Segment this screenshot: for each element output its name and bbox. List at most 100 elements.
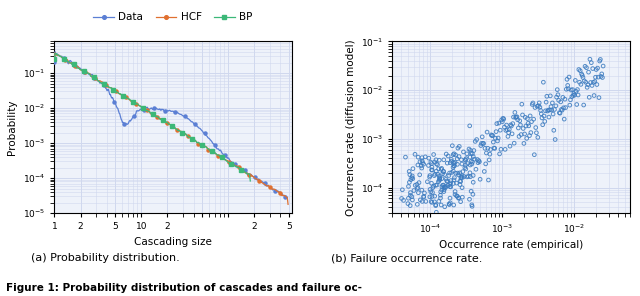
- Point: [454, 173, 464, 177]
- Point: [457, 162, 467, 166]
- Point: [457, 174, 467, 178]
- Point: [444, 173, 454, 178]
- Point: [589, 79, 600, 84]
- Point: [440, 172, 450, 177]
- HCF: [284, 202, 292, 206]
- Point: [529, 152, 540, 157]
- Point: [456, 179, 466, 184]
- Point: [455, 182, 465, 187]
- Point: [406, 194, 417, 199]
- Point: [447, 143, 458, 148]
- Point: [435, 193, 445, 198]
- Point: [439, 187, 449, 192]
- Point: [554, 110, 564, 115]
- Point: [589, 93, 599, 98]
- Point: [440, 205, 450, 209]
- Point: [511, 115, 521, 120]
- Point: [426, 168, 436, 172]
- Point: [590, 75, 600, 80]
- Point: [561, 87, 572, 92]
- Point: [461, 167, 471, 171]
- Point: [585, 57, 595, 62]
- Point: [465, 163, 476, 167]
- Point: [438, 169, 449, 174]
- Point: [432, 183, 442, 187]
- Point: [570, 78, 580, 83]
- Point: [438, 157, 449, 162]
- Point: [539, 114, 549, 118]
- Point: [436, 184, 447, 189]
- Point: [550, 137, 560, 142]
- Point: [417, 166, 427, 170]
- Point: [468, 192, 478, 197]
- Point: [495, 152, 505, 156]
- Point: [407, 173, 417, 178]
- Point: [465, 148, 476, 153]
- Point: [595, 57, 605, 62]
- Point: [448, 152, 458, 157]
- BP: [79, 70, 87, 73]
- Point: [461, 156, 471, 161]
- Point: [431, 203, 441, 208]
- Point: [427, 168, 437, 172]
- Point: [403, 184, 413, 189]
- Point: [481, 162, 491, 166]
- Point: [483, 178, 493, 182]
- Point: [531, 125, 541, 130]
- Point: [415, 159, 425, 164]
- Point: [413, 190, 424, 195]
- Point: [494, 121, 504, 126]
- Point: [563, 83, 573, 88]
- Point: [459, 174, 469, 179]
- Point: [435, 177, 445, 182]
- Point: [426, 189, 436, 194]
- Point: [468, 148, 479, 153]
- Point: [524, 123, 534, 128]
- Point: [436, 189, 446, 194]
- Point: [578, 75, 588, 80]
- Point: [504, 130, 514, 135]
- Point: [544, 115, 554, 120]
- Point: [465, 174, 476, 179]
- Point: [425, 194, 435, 199]
- Point: [540, 108, 550, 113]
- Point: [429, 194, 440, 199]
- Point: [491, 129, 501, 134]
- Point: [410, 152, 420, 157]
- Point: [404, 169, 414, 174]
- Point: [528, 101, 538, 105]
- Point: [560, 97, 570, 102]
- Point: [401, 155, 411, 160]
- Point: [537, 115, 547, 120]
- Point: [406, 177, 416, 182]
- Point: [538, 80, 548, 85]
- Point: [468, 154, 479, 159]
- Point: [451, 171, 461, 176]
- Line: HCF: HCF: [53, 51, 289, 206]
- Point: [435, 176, 445, 180]
- Point: [428, 190, 438, 195]
- Point: [404, 180, 415, 185]
- Point: [413, 155, 423, 160]
- Point: [536, 112, 547, 116]
- Point: [520, 132, 530, 136]
- HCF: [51, 57, 58, 60]
- Point: [586, 60, 596, 65]
- Point: [397, 187, 408, 192]
- Point: [535, 105, 545, 110]
- HCF: [216, 155, 224, 158]
- Point: [452, 194, 462, 199]
- Point: [415, 172, 425, 177]
- Point: [548, 112, 558, 116]
- Point: [584, 70, 594, 75]
- Point: [458, 149, 468, 154]
- Point: [434, 174, 444, 178]
- Point: [565, 97, 575, 102]
- Point: [465, 123, 475, 128]
- Point: [524, 133, 534, 138]
- Point: [452, 171, 463, 176]
- Point: [449, 203, 459, 207]
- Point: [454, 144, 465, 149]
- Point: [449, 178, 459, 182]
- Point: [438, 189, 449, 194]
